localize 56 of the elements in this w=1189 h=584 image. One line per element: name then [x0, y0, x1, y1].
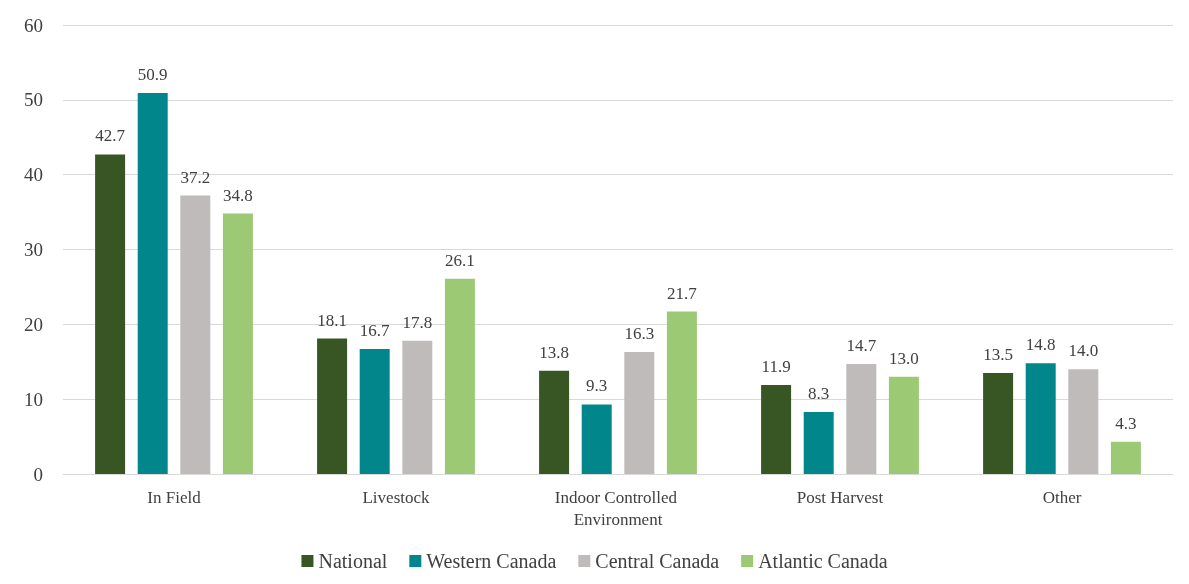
bar	[761, 384, 792, 474]
text: 42.7	[95, 126, 125, 146]
bar	[888, 376, 919, 474]
y-tick-label: 50	[24, 89, 43, 111]
y-tick-label: 30	[24, 239, 43, 260]
text: 17.8	[402, 312, 433, 332]
bar	[624, 352, 655, 474]
text: 34.8	[223, 185, 253, 205]
legend-label: Central Canada	[595, 550, 720, 572]
y-tick-label: 60	[24, 14, 43, 36]
text: 50.9	[137, 65, 168, 85]
text: 16.7	[359, 321, 390, 341]
text: 16.3	[624, 324, 655, 344]
x-tick-label: Livestock	[362, 487, 431, 507]
text: 8.3	[808, 383, 830, 403]
y-tick-label: 20	[24, 313, 43, 335]
legend-label: Western Canada	[426, 550, 557, 572]
bar	[444, 278, 475, 474]
x-tick-label: Post Harvest	[796, 487, 884, 507]
bar	[1025, 363, 1056, 474]
bar	[803, 411, 834, 474]
text: 26.1	[445, 250, 475, 270]
text: 21.7	[667, 283, 697, 303]
y-tick-label: 10	[24, 388, 43, 410]
bar	[359, 349, 390, 474]
text: 37.2	[180, 167, 211, 187]
text: 13.5	[983, 344, 1013, 364]
text: 14.8	[1025, 335, 1056, 355]
x-tick-label: Indoor Controlled Environment	[554, 487, 682, 529]
bar	[180, 195, 211, 474]
text: 14.0	[1068, 341, 1099, 361]
text: 4.3	[1115, 413, 1137, 433]
bar	[539, 370, 570, 474]
x-tick-label: Other	[1042, 487, 1082, 507]
bar	[222, 213, 253, 474]
text: 11.9	[761, 356, 791, 376]
bar	[666, 311, 697, 474]
legend-label: National	[318, 550, 388, 572]
text: 13.8	[539, 342, 569, 362]
text: 14.7	[846, 335, 877, 355]
bar	[983, 372, 1014, 474]
text: 9.3	[586, 376, 608, 396]
legend-label: Atlantic Canada	[758, 550, 888, 572]
bar	[317, 338, 348, 474]
bar	[137, 93, 168, 474]
bar	[1068, 369, 1099, 474]
x-tick-label: In Field	[147, 487, 202, 507]
bar	[1110, 441, 1141, 474]
text: 18.1	[317, 310, 347, 330]
bar	[846, 364, 877, 474]
bar	[402, 340, 433, 474]
text: 13.0	[889, 348, 919, 368]
bar	[581, 404, 612, 474]
y-tick-label: 0	[33, 463, 43, 485]
bar	[95, 154, 126, 474]
y-tick-label: 40	[24, 164, 43, 186]
